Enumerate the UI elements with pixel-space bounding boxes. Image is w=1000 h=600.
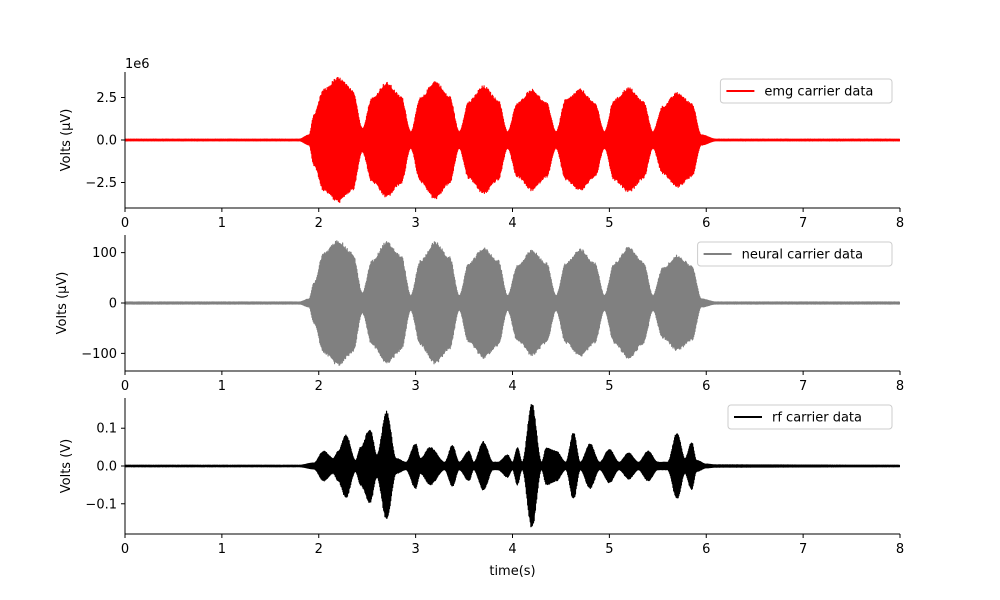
y-axis-label-neural: Volts (μV) bbox=[55, 272, 70, 335]
y-axis-offset-text-emg: 1e6 bbox=[125, 57, 150, 72]
legend-box-emg bbox=[719, 78, 893, 104]
y-axis-label-rf: Volts (V) bbox=[59, 439, 74, 494]
x-tick-label-neural: 0 bbox=[121, 379, 129, 394]
y-tick-label-neural: 100 bbox=[92, 246, 117, 261]
x-tick-label-neural: 8 bbox=[896, 379, 904, 394]
legend-emg: emg carrier data bbox=[719, 78, 893, 104]
subplot-emg: 0 1 2 3 4 5 6 7 8 −2.5 0.0 2.5 Volts (μV) 1e6 emg carr… bbox=[59, 57, 904, 231]
legend-label-rf: rf carrier data bbox=[772, 411, 862, 426]
x-tick-label-rf: 3 bbox=[411, 542, 419, 557]
y-tick-label-rf: 0.0 bbox=[96, 460, 117, 475]
subplots: 0 1 2 3 4 5 6 7 8 −2.5 0.0 2.5 Volts (μV) 1e6 emg carr… bbox=[55, 57, 904, 579]
x-tick-label-rf: 0 bbox=[121, 542, 129, 557]
subplot-rf: 0 1 2 3 4 5 6 7 8 −0.1 0.0 0.1 Volts (V) time(s) rf ca… bbox=[59, 398, 904, 579]
subplot-neural: 0 1 2 3 4 5 6 7 8 −100 0 100 Volts (μV) neural carrie… bbox=[55, 235, 904, 394]
legend-label-neural: neural carrier data bbox=[742, 248, 863, 263]
x-tick-label-neural: 4 bbox=[508, 379, 516, 394]
y-tick-label-rf: −0.1 bbox=[85, 497, 117, 512]
y-tick-label-emg: 0.0 bbox=[96, 134, 117, 149]
x-tick-label-emg: 6 bbox=[702, 216, 710, 231]
series-fill-rf bbox=[125, 405, 900, 527]
x-tick-label-emg: 0 bbox=[121, 216, 129, 231]
x-tick-label-neural: 7 bbox=[799, 379, 807, 394]
x-tick-label-emg: 1 bbox=[218, 216, 226, 231]
legend-label-emg: emg carrier data bbox=[764, 85, 873, 100]
x-tick-label-neural: 2 bbox=[315, 379, 323, 394]
x-tick-label-neural: 1 bbox=[218, 379, 226, 394]
x-tick-label-emg: 5 bbox=[605, 216, 613, 231]
x-tick-label-rf: 6 bbox=[702, 542, 710, 557]
y-tick-label-emg: −2.5 bbox=[85, 176, 117, 191]
x-tick-label-emg: 8 bbox=[896, 216, 904, 231]
series-fill-emg bbox=[125, 79, 900, 201]
y-tick-label-neural: 0 bbox=[109, 297, 117, 312]
x-tick-label-rf: 5 bbox=[605, 542, 613, 557]
x-tick-label-rf: 2 bbox=[315, 542, 323, 557]
x-tick-label-emg: 2 bbox=[315, 216, 323, 231]
x-tick-label-neural: 6 bbox=[702, 379, 710, 394]
x-tick-label-emg: 4 bbox=[508, 216, 516, 231]
x-tick-label-rf: 1 bbox=[218, 542, 226, 557]
x-tick-label-emg: 7 bbox=[799, 216, 807, 231]
x-tick-label-neural: 5 bbox=[605, 379, 613, 394]
x-axis-label-rf: time(s) bbox=[489, 564, 535, 579]
x-tick-label-rf: 8 bbox=[896, 542, 904, 557]
y-tick-label-emg: 2.5 bbox=[96, 91, 117, 106]
y-axis-label-emg: Volts (μV) bbox=[59, 109, 74, 172]
legend-rf: rf carrier data bbox=[727, 404, 893, 430]
x-tick-label-rf: 7 bbox=[799, 542, 807, 557]
y-tick-label-rf: 0.1 bbox=[96, 422, 117, 437]
y-tick-label-neural: −100 bbox=[81, 347, 117, 362]
x-tick-label-emg: 3 bbox=[411, 216, 419, 231]
legend-box-neural bbox=[697, 241, 893, 267]
legend-box-rf bbox=[727, 404, 893, 430]
series-fill-neural bbox=[125, 242, 900, 364]
legend-neural: neural carrier data bbox=[697, 241, 893, 267]
x-tick-label-rf: 4 bbox=[508, 542, 516, 557]
x-tick-label-neural: 3 bbox=[411, 379, 419, 394]
